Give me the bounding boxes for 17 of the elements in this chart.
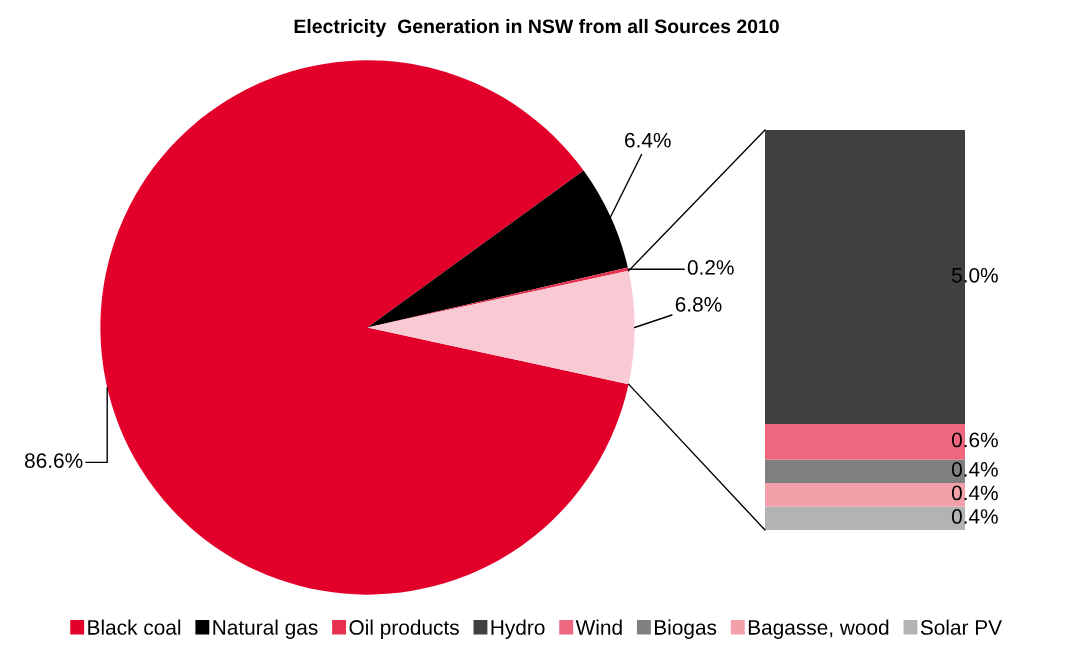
- legend-label: Oil products: [349, 619, 459, 639]
- legend-label: Bagasse, wood: [748, 619, 889, 639]
- data-label: 0.4%: [951, 485, 998, 501]
- data-label: 6.4%: [625, 132, 671, 148]
- data-label: 0.4%: [951, 509, 998, 524]
- legend-label: Solar PV: [920, 619, 1002, 635]
- legend-label: Hydro: [491, 619, 545, 639]
- legend-label: Black coal: [88, 619, 181, 635]
- chart-title: Electricity Generation in NSW from all Sources 2010: [294, 18, 779, 38]
- data-label: 0.4%: [951, 462, 998, 477]
- data-label: 0.2%: [687, 260, 734, 275]
- legend-label: Biogas: [654, 619, 717, 639]
- pie-slice: [367, 270, 635, 385]
- legend-label: Wind: [575, 619, 622, 635]
- data-label: 86.6%: [25, 453, 83, 468]
- data-label: 6.8%: [675, 296, 722, 312]
- legend-label: Natural gas: [213, 619, 318, 639]
